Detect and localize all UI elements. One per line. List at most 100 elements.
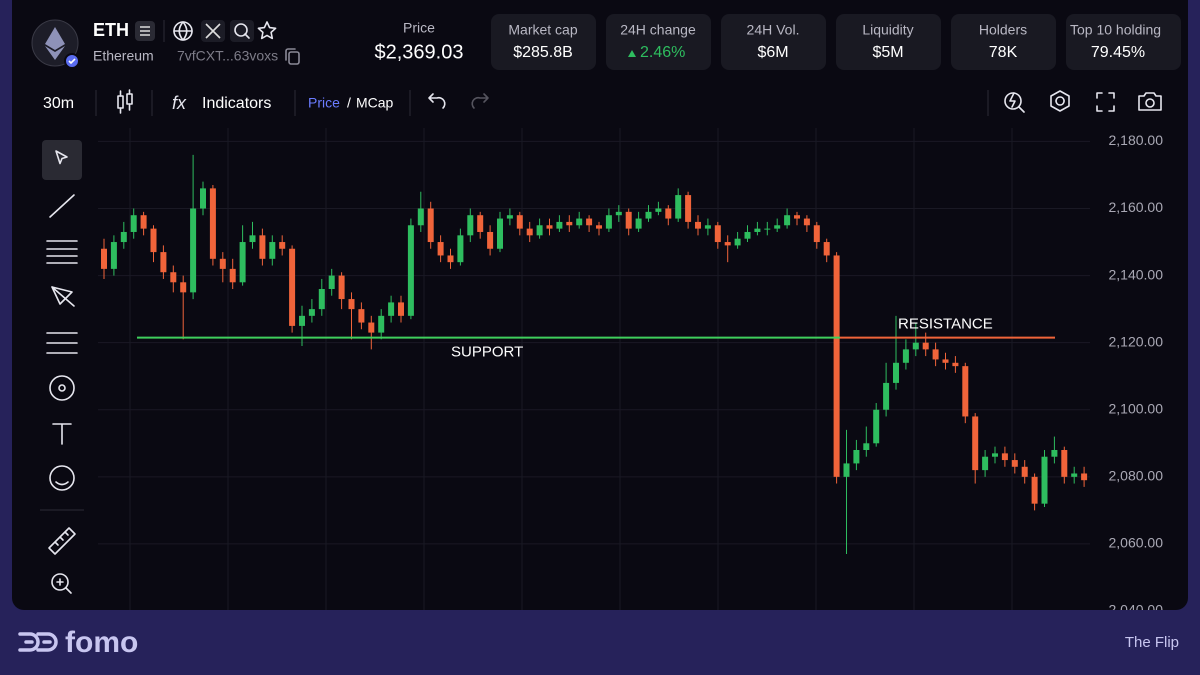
search-icon	[234, 23, 250, 39]
token-address: 7vfCXT...63voxs	[177, 48, 278, 64]
candle-body	[774, 225, 781, 229]
stat-bg	[951, 14, 1056, 70]
interval-button[interactable]: 30m	[43, 95, 74, 112]
footer-tagline: The Flip	[1125, 634, 1179, 651]
x-icon	[205, 23, 221, 39]
candle-type-icon[interactable]	[117, 89, 133, 114]
fx-icon: fx	[172, 93, 187, 113]
zoom-tool[interactable]	[51, 573, 72, 594]
web-icon[interactable]	[173, 21, 193, 41]
candle-body	[1021, 466, 1028, 477]
price-toggle[interactable]: Price	[308, 95, 340, 111]
candle-body	[1061, 450, 1068, 477]
candle-body	[833, 255, 840, 477]
candle-body	[1011, 460, 1018, 467]
copy-icon[interactable]	[285, 48, 300, 65]
candle-body	[170, 272, 177, 283]
candle-body	[239, 242, 246, 283]
candle-body	[526, 228, 533, 236]
trendline-tool[interactable]	[49, 194, 75, 218]
price-value: $2,369.03	[375, 41, 464, 63]
candle-body	[942, 359, 949, 363]
candle-body	[101, 248, 107, 269]
candle-body	[289, 248, 296, 326]
fib-tool[interactable]	[46, 240, 78, 264]
y-tick-label: 2,180.00	[1109, 132, 1164, 148]
candle-body	[922, 342, 929, 350]
text-tool[interactable]	[52, 423, 72, 445]
candle-body	[487, 231, 494, 249]
stat-card: 24H change 2.46%	[606, 14, 711, 70]
stat-bg	[491, 14, 596, 70]
candle-body	[130, 215, 137, 232]
candle-body	[813, 225, 820, 243]
price-chart: 2,040.00 2,060.00 2,080.00 2,100.00 2,120.00…	[98, 128, 1164, 610]
candle-body	[190, 208, 197, 293]
screenshot-icon[interactable]	[1138, 92, 1162, 111]
candle-body	[338, 275, 345, 300]
candle-body	[299, 315, 305, 326]
candle-body	[546, 225, 553, 229]
candle-body	[744, 231, 751, 239]
candle-body	[586, 218, 593, 226]
candle-body	[734, 238, 741, 246]
stat-label: Holders	[979, 22, 1027, 38]
stat-card: Top 10 holding 79.45%	[1066, 14, 1181, 70]
stat-value: 78K	[989, 44, 1018, 61]
candle-body	[724, 242, 731, 246]
candle-body	[794, 215, 800, 219]
candle-body	[893, 362, 899, 383]
y-tick-label: 2,140.00	[1109, 266, 1164, 282]
prediction-tool[interactable]	[46, 332, 78, 354]
candle-body	[902, 349, 909, 363]
stat-label: Market cap	[508, 22, 577, 38]
candle-body	[566, 221, 573, 226]
candle-body	[110, 242, 117, 269]
stat-label: Liquidity	[862, 22, 913, 38]
emoji-tool[interactable]	[49, 465, 75, 491]
candle-body	[576, 218, 583, 226]
stat-value: 2.46%	[640, 44, 685, 61]
candle-body	[427, 208, 434, 243]
candle-body	[883, 382, 890, 410]
candle-body	[1081, 473, 1088, 481]
candle-body	[843, 463, 850, 477]
token-name: Ethereum	[93, 48, 154, 64]
y-tick-label: 2,120.00	[1109, 333, 1164, 349]
star-icon[interactable]	[257, 21, 277, 40]
indicators-button[interactable]: Indicators	[202, 95, 271, 112]
candle-body	[932, 349, 939, 360]
candle-body	[635, 218, 642, 229]
replay-icon[interactable]	[1004, 92, 1025, 113]
brand-logo	[18, 632, 58, 652]
candle-body	[437, 242, 444, 256]
candle-body	[378, 315, 385, 333]
candle-body	[952, 362, 959, 367]
candle-body	[764, 228, 771, 230]
brand-name: fomo	[65, 626, 138, 659]
candle-body	[556, 221, 563, 229]
redo-button[interactable]	[471, 93, 489, 109]
mcap-toggle[interactable]: MCap	[356, 95, 394, 111]
cursor-tool[interactable]	[55, 150, 68, 165]
y-tick-label: 2,080.00	[1109, 468, 1164, 484]
candle-body	[536, 225, 543, 236]
level-label: SUPPORT	[451, 344, 523, 361]
candle-body	[1051, 450, 1058, 457]
candle-body	[467, 215, 474, 236]
brush-tool[interactable]	[49, 375, 75, 401]
pattern-tool[interactable]	[51, 286, 75, 307]
ruler-tool[interactable]	[48, 527, 76, 555]
candle-body	[605, 215, 612, 229]
candle-body	[675, 195, 682, 219]
settings-icon[interactable]	[1050, 90, 1070, 112]
candle-body	[982, 456, 989, 471]
candle-body	[447, 255, 454, 263]
fullscreen-icon[interactable]	[1096, 92, 1115, 112]
candle-body	[695, 221, 701, 229]
toggle-separator: /	[347, 95, 351, 111]
candle-body	[348, 299, 355, 310]
candle-body	[655, 208, 662, 212]
undo-button[interactable]	[428, 93, 446, 109]
stat-value: 79.45%	[1091, 44, 1145, 61]
